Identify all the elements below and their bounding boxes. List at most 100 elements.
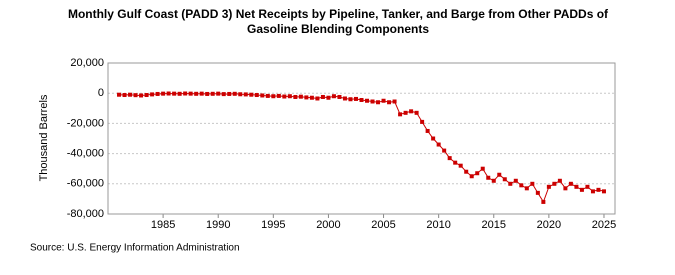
point	[139, 93, 144, 98]
point	[585, 184, 590, 189]
point	[276, 93, 281, 98]
point	[519, 183, 524, 188]
point	[177, 91, 182, 96]
point	[161, 91, 166, 96]
point	[287, 94, 292, 99]
plot-area	[107, 62, 616, 215]
point	[513, 178, 518, 183]
point	[117, 92, 122, 97]
point	[150, 92, 155, 97]
y-tick-label: 0	[98, 87, 104, 99]
point	[502, 177, 507, 182]
point	[387, 100, 392, 105]
point	[353, 96, 358, 101]
point	[557, 178, 562, 183]
point	[370, 99, 375, 104]
point	[541, 199, 546, 204]
point	[320, 94, 325, 99]
point	[342, 96, 347, 101]
chart-title: Gasoline Blending Components	[247, 22, 429, 36]
point	[183, 91, 188, 96]
point	[497, 172, 502, 177]
point	[216, 91, 221, 96]
point	[265, 93, 270, 98]
point	[601, 189, 606, 194]
x-tick-label: 2010	[426, 219, 450, 231]
point	[442, 148, 447, 153]
point	[365, 98, 370, 103]
x-tick-label: 2025	[592, 219, 616, 231]
point	[243, 92, 248, 97]
point	[414, 110, 419, 115]
point	[398, 112, 403, 117]
y-axis-label: Thousand Barrels	[38, 94, 50, 181]
point	[282, 94, 287, 99]
point	[464, 169, 469, 174]
point	[535, 190, 540, 195]
point	[403, 110, 408, 115]
x-tick-label: 2005	[371, 219, 395, 231]
point	[425, 128, 430, 133]
x-tick-label: 2015	[482, 219, 506, 231]
point	[596, 187, 601, 192]
point	[249, 92, 254, 97]
point	[122, 93, 127, 98]
point	[530, 181, 535, 186]
point	[205, 91, 210, 96]
point	[480, 166, 485, 171]
point	[392, 99, 397, 104]
point	[420, 119, 425, 124]
point	[260, 93, 265, 98]
x-tick-label: 1995	[261, 219, 285, 231]
x-tick-label: 2000	[316, 219, 340, 231]
point	[166, 91, 171, 96]
point	[172, 91, 177, 96]
point	[574, 184, 579, 189]
point	[304, 95, 309, 100]
point	[546, 184, 551, 189]
point	[524, 186, 529, 191]
point	[447, 156, 452, 161]
point	[188, 91, 193, 96]
point	[227, 91, 232, 96]
x-tick-label: 1985	[151, 219, 175, 231]
y-tick-label: -20,000	[67, 117, 104, 129]
x-tick-label: 2020	[537, 219, 561, 231]
point	[458, 163, 463, 168]
point	[144, 93, 149, 98]
y-tick-label: -60,000	[67, 178, 104, 190]
point	[326, 95, 331, 100]
point	[359, 97, 364, 102]
point	[254, 93, 259, 98]
point	[376, 100, 381, 105]
point	[155, 91, 160, 96]
point	[563, 186, 568, 191]
point	[348, 97, 353, 102]
source-note: Source: U.S. Energy Information Administ…	[30, 243, 240, 254]
point	[133, 93, 138, 98]
point	[436, 142, 441, 147]
point	[568, 181, 573, 186]
point	[238, 92, 243, 97]
chart-title: Monthly Gulf Coast (PADD 3) Net Receipts…	[68, 7, 609, 21]
point	[194, 91, 199, 96]
point	[590, 189, 595, 194]
x-tick-label: 1990	[206, 219, 230, 231]
point	[475, 171, 480, 176]
point	[232, 91, 237, 96]
point	[579, 187, 584, 192]
point	[271, 94, 276, 99]
point	[199, 91, 204, 96]
point	[453, 160, 458, 165]
point	[409, 109, 414, 114]
point	[337, 94, 342, 99]
point	[221, 92, 226, 97]
point	[309, 95, 314, 100]
point	[491, 178, 496, 183]
y-tick-label: 20,000	[70, 57, 104, 69]
point	[298, 94, 303, 99]
point	[469, 174, 474, 179]
point	[552, 181, 557, 186]
point	[293, 94, 298, 99]
